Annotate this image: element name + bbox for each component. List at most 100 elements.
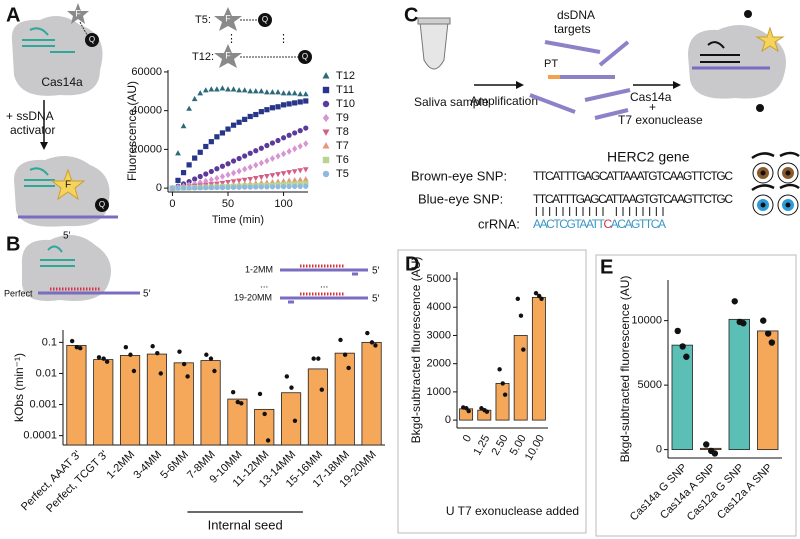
legend-label: T10 <box>336 98 355 110</box>
replicate-dot <box>311 356 316 361</box>
fluorophore-label: F <box>225 50 231 60</box>
guide-rna <box>700 41 740 63</box>
marker <box>322 100 330 108</box>
y-tick-label: 10000 <box>631 315 662 327</box>
replicate-dot <box>185 374 190 379</box>
guide-rna <box>24 167 55 187</box>
marker <box>219 173 226 180</box>
marker <box>303 125 309 131</box>
x-tick-label: 3-4MM <box>131 449 164 482</box>
marker <box>302 176 309 182</box>
fluorophore-star <box>214 44 242 68</box>
x-tick-label: 5-6MM <box>158 449 191 482</box>
marker <box>192 155 198 161</box>
replicate-dot <box>346 365 351 371</box>
guide-rna <box>22 27 75 53</box>
x-tick-label: 50 <box>222 198 234 210</box>
replicate-dot <box>230 389 236 395</box>
marker <box>208 86 215 92</box>
ellipsis: ⋮ <box>226 33 237 45</box>
marker <box>242 153 248 159</box>
marker <box>253 161 259 169</box>
marker <box>286 183 292 190</box>
replicate-dot <box>123 344 129 350</box>
guide-rna <box>40 245 75 267</box>
marker <box>286 101 292 107</box>
amplification-label: Amplification <box>470 94 538 108</box>
x-axis-label: U T7 exonuclease added <box>446 504 579 518</box>
replicate-dot <box>342 352 348 357</box>
schematic-b: 5′ Perfect 5′ 1-2MM 5′ ... ... 19-20MM 5… <box>4 231 380 305</box>
replicate-dot <box>484 409 490 414</box>
marker <box>292 183 298 190</box>
protein-blob <box>21 235 112 301</box>
replicate-dot <box>466 408 471 414</box>
marker <box>230 184 237 190</box>
replicate-dot <box>128 352 133 357</box>
marker <box>247 176 254 183</box>
marker <box>191 95 198 102</box>
snp-label: Brown-eye SNP: <box>411 168 507 183</box>
marker <box>286 90 292 96</box>
marker <box>291 177 298 183</box>
enzyme-label: + <box>649 100 656 114</box>
marker <box>286 147 292 155</box>
marker <box>269 184 276 190</box>
marker <box>225 171 231 179</box>
marker <box>275 104 281 110</box>
marker <box>303 98 309 104</box>
marker <box>247 113 253 120</box>
legend-label: T7 <box>336 140 349 152</box>
marker <box>252 88 259 94</box>
marker <box>169 185 176 191</box>
marker <box>297 180 303 187</box>
base-pairing <box>535 207 664 216</box>
tube-cap <box>417 17 451 25</box>
y-tick-label: 2000 <box>427 358 451 370</box>
enzyme-label: T7 exonuclease <box>618 113 703 127</box>
replicate-dot <box>319 387 324 392</box>
y-tick-label: 0 <box>445 414 451 426</box>
targets-label: targets <box>554 22 591 36</box>
marker <box>180 170 187 176</box>
marker <box>297 99 303 105</box>
marker <box>322 113 330 123</box>
marker <box>252 175 259 182</box>
panel-label: D <box>405 253 419 275</box>
diagram-c: Saliva sample Amplification dsDNA target… <box>411 8 800 231</box>
marker <box>202 87 209 93</box>
marker <box>192 185 198 191</box>
replicate-dot <box>292 418 298 424</box>
marker <box>275 184 281 190</box>
marker <box>280 135 287 141</box>
saliva-label: Saliva sample <box>414 95 489 109</box>
replicate-dot <box>78 345 83 351</box>
marker <box>225 184 231 191</box>
marker <box>280 171 287 177</box>
marker <box>292 100 298 106</box>
probe-label: T12: <box>192 51 214 63</box>
crrna-part: AACTCGTAATT <box>533 217 606 231</box>
marker <box>286 132 292 138</box>
marker <box>236 178 242 184</box>
x-axis-label: Time (min) <box>212 214 264 226</box>
x-tick-label: 1-2MM <box>105 449 138 482</box>
panel-frame <box>397 249 587 534</box>
marker <box>280 150 287 158</box>
replicate-dot <box>316 356 321 361</box>
replicate-dot <box>177 349 182 354</box>
marker <box>286 177 292 183</box>
marker <box>180 123 187 129</box>
five-prime: 5′ <box>372 266 380 277</box>
marker <box>322 142 330 149</box>
marker <box>186 105 192 111</box>
bar <box>513 335 528 421</box>
arrow-head <box>40 142 48 150</box>
probe-label: T5: <box>195 14 211 26</box>
protein-blob <box>11 16 103 96</box>
replicate-dot <box>521 347 526 352</box>
x-tick-label: 2.50 <box>490 433 511 458</box>
bar <box>254 408 275 446</box>
legend-label: T12 <box>336 70 355 82</box>
